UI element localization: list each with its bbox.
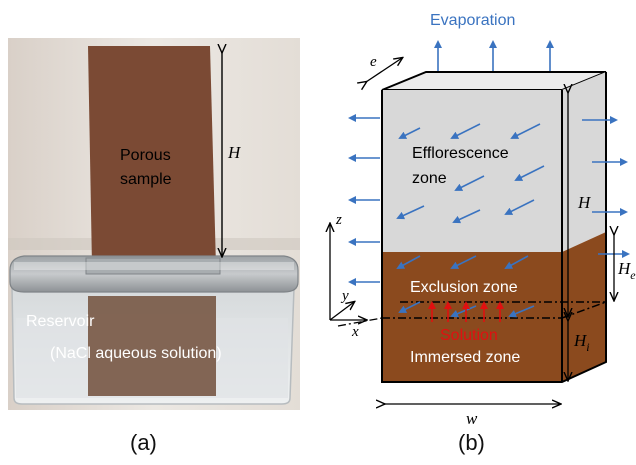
flow-arrow: [452, 209, 481, 224]
panel-label-a: (a): [130, 430, 157, 455]
reservoir-label: Reservoir: [26, 313, 95, 330]
x-axis-label: x: [351, 324, 359, 340]
porous-sample: [88, 46, 216, 266]
solution-label: (NaCl aqueous solution): [50, 345, 222, 362]
lid-slot: [85, 257, 221, 275]
efflorescence-zone-side: [562, 72, 606, 252]
width-label: w: [466, 409, 478, 428]
z-axis-label: z: [335, 212, 342, 228]
internal-flow-arrows: [396, 123, 545, 318]
efflorescence-label-line2: zone: [412, 170, 447, 187]
wet-zone-front: [382, 252, 562, 382]
hi-main: H: [573, 331, 588, 350]
left-evap-arrows: [348, 114, 380, 286]
wet-zone-side: [562, 232, 606, 382]
flow-arrow: [508, 305, 535, 318]
flow-arrow: [398, 301, 421, 313]
flow-arrow: [514, 165, 545, 181]
panel-label-b: (b): [458, 430, 485, 455]
flow-arrow: [396, 205, 425, 220]
flow-arrow: [454, 175, 485, 191]
coordinate-axes: z y x: [330, 212, 366, 340]
flow-arrow: [510, 123, 541, 139]
sample-label-line1: Porous: [120, 147, 171, 164]
flow-arrow: [504, 255, 529, 269]
hi-label: Hi: [573, 331, 590, 354]
flow-arrow: [450, 305, 477, 318]
efflorescence-zone-front: [382, 90, 562, 252]
evaporation-label: Evaporation: [430, 12, 515, 29]
solution-level-ext: [337, 317, 383, 327]
y-axis: [329, 302, 354, 321]
solution-label: Solution: [440, 327, 498, 344]
flow-arrow: [398, 127, 421, 139]
exclusion-zone-label: Exclusion zone: [410, 279, 518, 296]
height-label: H: [577, 193, 592, 212]
thickness-arrow: [366, 58, 402, 82]
hi-subscript: i: [586, 340, 589, 354]
flow-arrow: [396, 255, 421, 269]
y-axis-label: y: [340, 288, 349, 304]
flow-arrow: [450, 255, 477, 269]
efflorescence-label-line1: Efflorescence: [412, 145, 509, 162]
thickness-label: e: [370, 54, 377, 70]
he-label: He: [617, 259, 636, 282]
sample-label-line2: sample: [120, 171, 172, 188]
immersed-zone-label: Immersed zone: [410, 349, 520, 366]
he-main: H: [617, 259, 632, 278]
capillary-arrows: [428, 301, 504, 322]
lid-highlight: [14, 262, 294, 270]
photo-panel: H Porous sample Reservoir (NaCl aqueous …: [8, 38, 300, 410]
evaporation-arrows: [434, 40, 554, 75]
porous-sample-immersed: [88, 296, 216, 396]
flow-arrow: [504, 199, 535, 215]
he-subscript: e: [630, 268, 636, 282]
sample-height-label: H: [227, 143, 242, 162]
flow-arrow: [450, 123, 481, 139]
schematic-panel: Evaporation e: [330, 12, 636, 428]
